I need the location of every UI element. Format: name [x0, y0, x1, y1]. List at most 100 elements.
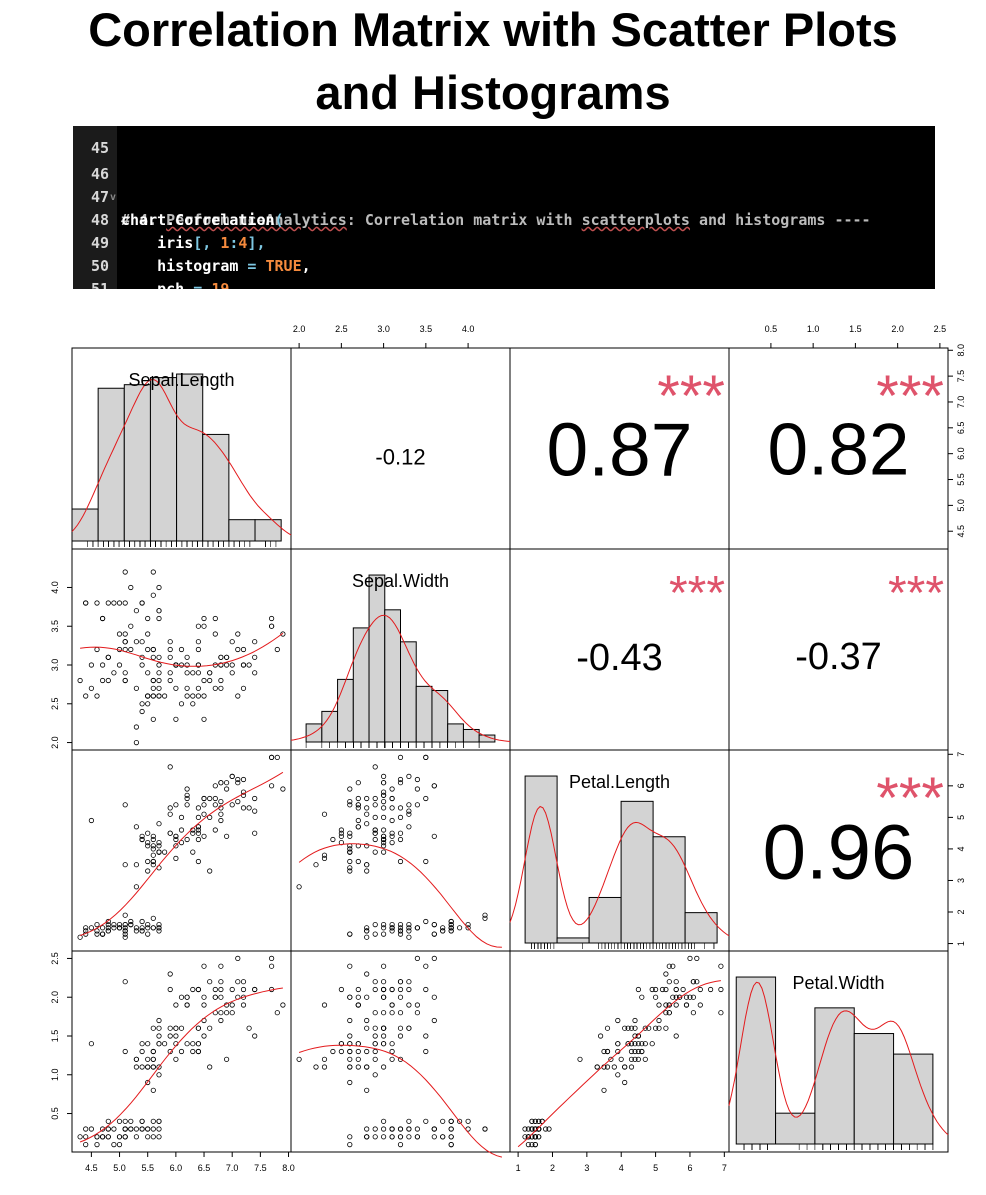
- fold-chevron-icon[interactable]: v: [110, 192, 117, 203]
- scatter-point: [532, 1141, 538, 1148]
- scatter-point: [380, 798, 387, 805]
- scatter-point: [173, 1056, 179, 1062]
- scatter-point: [145, 631, 151, 637]
- scatter-point: [156, 1041, 162, 1047]
- scatter-point: [268, 963, 275, 969]
- scatter-point: [88, 662, 95, 668]
- scatter-point: [229, 986, 235, 993]
- scatter-point: [683, 1002, 690, 1008]
- scatter-point: [597, 1033, 604, 1039]
- scatter-point: [274, 1010, 280, 1016]
- scatter-point: [372, 1134, 378, 1140]
- tick-label: 1.0: [50, 1069, 60, 1082]
- scatter-point: [156, 685, 162, 691]
- scatter-point: [380, 963, 387, 969]
- scatter-point: [100, 925, 106, 931]
- scatter-point: [235, 979, 241, 985]
- scatter-point: [122, 639, 128, 645]
- scatter-point: [448, 1126, 454, 1132]
- scatter-point: [389, 1048, 395, 1055]
- scatter-point: [218, 1010, 224, 1016]
- scatter-point: [380, 925, 387, 931]
- scatter-point: [83, 1134, 89, 1140]
- scatter-point: [88, 925, 95, 931]
- histogram-bar: [556, 937, 590, 944]
- scatter-point: [380, 979, 387, 985]
- scatter-point: [201, 623, 207, 629]
- scatter-point: [184, 685, 190, 691]
- scatter-point: [296, 1056, 302, 1062]
- histogram-bar: [352, 627, 370, 743]
- scatter-point: [162, 1041, 168, 1047]
- scatter-point: [380, 1134, 387, 1140]
- scatter-point: [111, 670, 117, 676]
- variable-label: Petal.Width: [792, 973, 884, 993]
- scatter-point: [122, 921, 128, 928]
- histogram-bar: [400, 641, 417, 743]
- scatter-point: [229, 670, 235, 676]
- scatter-point: [195, 693, 201, 699]
- scatter-point: [100, 662, 106, 668]
- scatter-point: [389, 839, 395, 846]
- scatter-point: [133, 824, 139, 830]
- scatter-point: [652, 986, 659, 993]
- scatter-point: [347, 786, 353, 792]
- scatter-point: [364, 1048, 370, 1055]
- scatter-point: [347, 830, 353, 836]
- scatter-point: [268, 754, 275, 760]
- scatter-point: [173, 802, 179, 808]
- histogram-bar: [588, 896, 622, 944]
- scatter-point: [240, 979, 247, 985]
- tick-label: 3.5: [50, 620, 60, 633]
- scatter-point: [280, 631, 286, 637]
- scatter-point: [347, 865, 353, 871]
- scatter-point: [145, 615, 151, 622]
- scatter-point: [663, 1010, 669, 1016]
- scatter-point: [355, 795, 361, 802]
- correlation-value: -0.12: [375, 445, 425, 470]
- scatter-point: [347, 994, 353, 1000]
- scatter-point: [406, 986, 412, 993]
- scatter-point: [201, 802, 207, 808]
- scatter-point: [190, 830, 196, 836]
- scatter-point: [139, 600, 145, 606]
- scatter-point: [347, 846, 353, 852]
- histogram-bar: [71, 508, 99, 542]
- scatter-point: [133, 928, 139, 934]
- scatter-point: [372, 986, 378, 993]
- density-curve: [71, 379, 292, 536]
- correlation-value: -0.37: [795, 636, 882, 678]
- scatter-point: [347, 833, 353, 839]
- scatter-point: [601, 1087, 607, 1093]
- scatter-point: [246, 1025, 252, 1031]
- scatter-point: [167, 1025, 173, 1031]
- scatter-point: [364, 1126, 370, 1132]
- scatter-point: [145, 1126, 151, 1132]
- scatter-point: [718, 963, 724, 969]
- scatter-point: [380, 814, 387, 821]
- scatter-point: [145, 1079, 151, 1086]
- scatter-point: [380, 1064, 387, 1070]
- scatter-point: [88, 817, 95, 824]
- scatter-point: [178, 827, 185, 833]
- scatter-point: [201, 1002, 207, 1008]
- scatter-point: [372, 764, 378, 770]
- tick-label: 8.0: [282, 1163, 295, 1173]
- scatter-point: [380, 839, 387, 846]
- scatter-point: [372, 1041, 378, 1047]
- scatter-point: [690, 979, 697, 985]
- code-line: 49 histogram = TRUE,: [73, 209, 311, 275]
- scatter-point: [156, 1064, 162, 1070]
- scatter-point: [184, 836, 190, 843]
- scatter-point: [628, 1056, 635, 1062]
- scatter-point: [111, 925, 117, 931]
- scatter-point: [139, 1126, 145, 1132]
- scatter-point: [482, 915, 488, 921]
- scatter-point: [88, 1126, 95, 1132]
- scatter-point: [122, 1134, 128, 1140]
- scatter-point: [167, 805, 173, 811]
- scatter-point: [380, 921, 387, 928]
- scatter-point: [532, 1118, 538, 1124]
- scatter-point: [364, 1025, 370, 1031]
- scatter-point: [133, 1056, 139, 1062]
